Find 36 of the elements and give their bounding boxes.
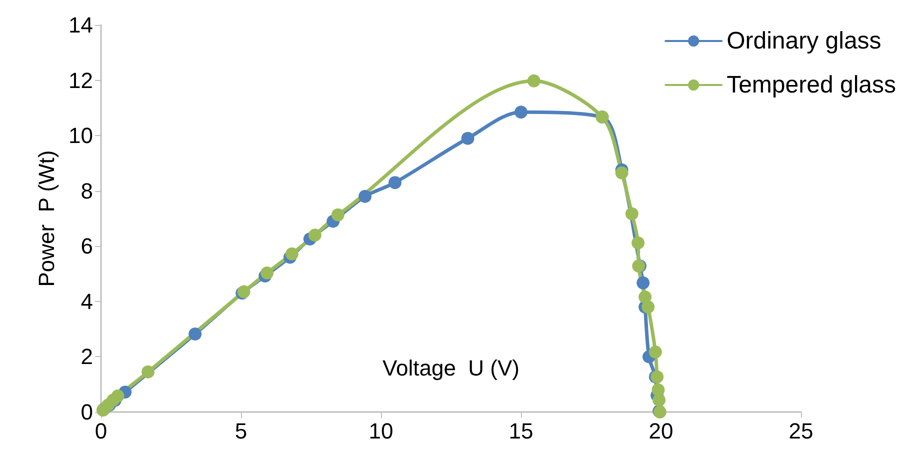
- y-axis-title: Power P (Wt): [34, 150, 60, 287]
- point: [331, 208, 344, 222]
- point: [514, 106, 528, 119]
- x-tick-label: 5: [234, 418, 248, 444]
- y-tick-label: 10: [68, 123, 93, 148]
- point: [648, 346, 662, 359]
- point: [260, 266, 274, 280]
- point: [642, 300, 655, 314]
- point: [461, 132, 474, 145]
- legend-label: Tempered glass: [726, 72, 896, 98]
- legend-label: Ordinary glass: [726, 28, 882, 54]
- point: [615, 166, 628, 180]
- point: [308, 228, 322, 242]
- point: [285, 247, 298, 260]
- x-tick-label: 25: [788, 418, 814, 444]
- point: [111, 389, 124, 402]
- x-tick-label: 10: [368, 418, 394, 444]
- y-tick-label: 12: [68, 68, 93, 93]
- y-tick-label: 0: [80, 400, 93, 424]
- point: [632, 236, 645, 250]
- y-tick-label: 2: [80, 344, 93, 370]
- x-axis-title: Voltage U (V): [382, 356, 520, 380]
- x-tick-label: 15: [508, 418, 534, 444]
- point: [188, 328, 202, 341]
- point: [636, 276, 650, 290]
- x-tick-label: 20: [648, 418, 674, 444]
- point: [358, 190, 372, 203]
- point: [652, 394, 666, 407]
- point: [625, 207, 638, 220]
- point: [142, 365, 155, 378]
- point: [527, 74, 540, 88]
- y-tick-label: 14: [68, 12, 93, 38]
- y-tick-label: 8: [80, 178, 93, 204]
- y-tick-label: 6: [80, 234, 93, 259]
- point: [388, 176, 402, 190]
- y-tick-label: 4: [80, 288, 93, 314]
